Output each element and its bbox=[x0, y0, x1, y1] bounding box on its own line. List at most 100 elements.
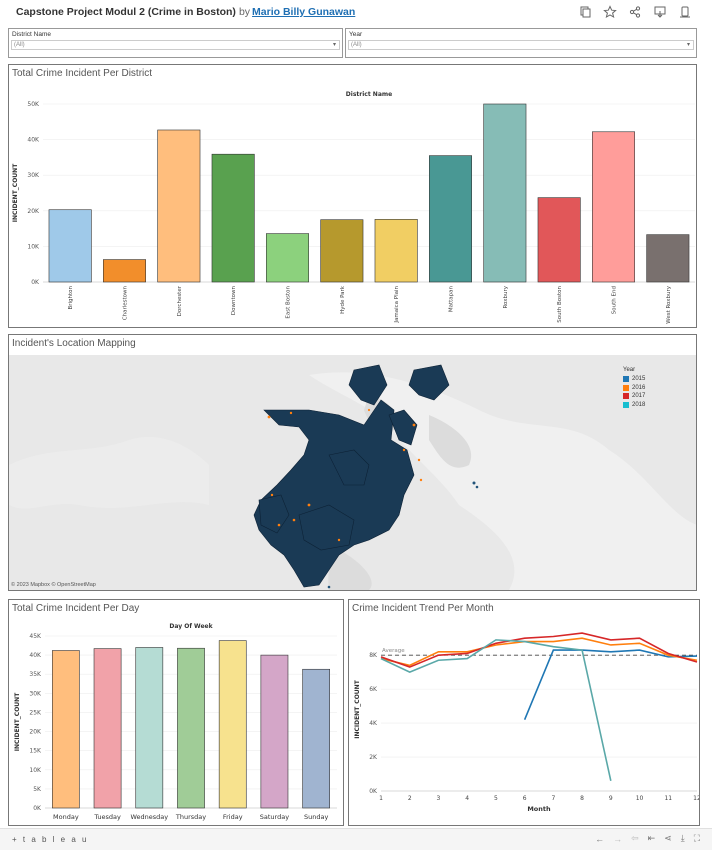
bar-brighton bbox=[48, 209, 92, 283]
x-tick-label: Dorchester bbox=[177, 285, 183, 316]
chart-header-label: Day Of Week bbox=[169, 623, 213, 630]
district-bar-chart: District Name INCIDENT_COUNT 0K 10K 20K 30K 40… bbox=[12, 91, 695, 324]
author-link[interactable]: Mario Billy Gunawan bbox=[252, 6, 356, 18]
dashboard-header: Capstone Project Modul 2 (Crime in Bosto… bbox=[0, 0, 712, 26]
bar-dorchester bbox=[157, 129, 201, 283]
download-icon[interactable] bbox=[653, 5, 667, 19]
legend-swatch bbox=[623, 401, 629, 408]
y-tick-label: 0K bbox=[369, 788, 378, 795]
y-tick-label: 40K bbox=[27, 137, 40, 144]
bar-monday bbox=[51, 650, 80, 809]
dashboard-title: Capstone Project Modul 2 (Crime in Bosto… bbox=[16, 6, 355, 18]
x-tick-label: Saturday bbox=[260, 813, 289, 821]
revert-icon[interactable]: ⇦ bbox=[631, 833, 639, 843]
day-panel-title: Total Crime Incident Per Day bbox=[12, 603, 140, 614]
legend-swatch bbox=[623, 376, 629, 383]
year-filter[interactable]: Year (All) ▾ bbox=[345, 28, 697, 58]
x-tick-label: Jamaica Plain bbox=[394, 285, 400, 323]
tableau-logo[interactable]: + t a b l e a u bbox=[12, 835, 89, 844]
x-tick-label: 11 bbox=[664, 795, 672, 802]
share-icon[interactable]: ⋖ bbox=[664, 833, 672, 843]
x-tick-label: Thursday bbox=[175, 813, 206, 821]
map-svg bbox=[9, 355, 696, 590]
y-tick-label: 50K bbox=[27, 101, 40, 108]
series-line-1 bbox=[380, 637, 698, 667]
device-icon[interactable] bbox=[678, 5, 692, 19]
y-tick-label: 25K bbox=[29, 709, 42, 716]
bar-charlestown bbox=[103, 259, 146, 283]
legend-item-2015[interactable]: 2015 bbox=[623, 375, 645, 384]
x-tick-label: 12 bbox=[693, 795, 699, 802]
bar-tuesday bbox=[93, 648, 122, 809]
bar-wednesday bbox=[135, 647, 164, 809]
bar-roxbury bbox=[483, 103, 527, 283]
x-tick-label: Friday bbox=[223, 813, 243, 821]
y-tick-label: 5K bbox=[33, 786, 42, 793]
y-tick-label: 20K bbox=[27, 208, 40, 215]
legend-label: 2015 bbox=[632, 376, 646, 383]
incident-points-orange bbox=[267, 408, 423, 542]
redo-icon[interactable]: → bbox=[613, 833, 623, 844]
x-tick-label: 6 bbox=[523, 795, 527, 802]
y-axis-title: INCIDENT_COUNT bbox=[354, 679, 361, 738]
star-icon[interactable] bbox=[603, 5, 617, 19]
year-filter-value: (All) bbox=[351, 42, 362, 48]
incident-clusters bbox=[253, 364, 450, 588]
undo-icon[interactable]: ← bbox=[595, 833, 605, 844]
month-panel: Crime Incident Trend Per Month INCIDENT_… bbox=[348, 599, 700, 826]
x-tick-label: 2 bbox=[408, 795, 412, 802]
month-panel-title: Crime Incident Trend Per Month bbox=[352, 603, 494, 614]
x-tick-label: Mattapan bbox=[449, 285, 455, 312]
footer-toolbar: ← → ⇦ ⇤ ⋖ ⤓ ⛶ bbox=[595, 833, 700, 844]
district-filter-value: (All) bbox=[14, 42, 25, 48]
bar-friday bbox=[218, 640, 247, 809]
header-toolbar bbox=[578, 5, 692, 19]
y-tick-label: 2K bbox=[369, 754, 378, 761]
download-icon[interactable]: ⤓ bbox=[680, 833, 685, 843]
district-panel: Total Crime Incident Per District Distri… bbox=[8, 64, 697, 328]
y-tick-label: 8K bbox=[369, 652, 378, 659]
bar-downtown bbox=[211, 153, 255, 283]
x-tick-label: East Boston bbox=[286, 285, 292, 318]
x-tick-label: Roxbury bbox=[503, 285, 509, 308]
year-filter-select[interactable]: (All) ▾ bbox=[348, 40, 694, 50]
x-tick-label: 8 bbox=[580, 795, 584, 802]
share-icon[interactable] bbox=[628, 5, 642, 19]
bar-hyde-park bbox=[320, 219, 364, 283]
map-canvas[interactable] bbox=[9, 355, 696, 590]
district-panel-title: Total Crime Incident Per District bbox=[12, 68, 153, 79]
district-filter-select[interactable]: (All) ▾ bbox=[11, 40, 340, 50]
bar-east-boston bbox=[266, 233, 309, 283]
y-tick-label: 20K bbox=[29, 729, 42, 736]
chevron-down-icon: ▾ bbox=[686, 42, 690, 48]
x-tick-label: West Roxbury bbox=[666, 285, 672, 324]
month-line-chart: INCIDENT_COUNT0K2K4K6K8K123456789101112M… bbox=[354, 632, 699, 813]
map-legend: Year 2015 2016 2017 2018 bbox=[623, 367, 645, 409]
map-attribution[interactable]: © 2023 Mapbox © OpenStreetMap bbox=[11, 582, 96, 588]
x-tick-label: 7 bbox=[551, 795, 555, 802]
bar-south-end bbox=[592, 131, 635, 283]
legend-item-2016[interactable]: 2016 bbox=[623, 384, 645, 393]
series-line-0 bbox=[523, 649, 698, 720]
bar-sunday bbox=[302, 668, 331, 809]
y-tick-label: 15K bbox=[29, 748, 42, 755]
year-filter-label: Year bbox=[349, 31, 363, 38]
legend-swatch bbox=[623, 393, 629, 400]
legend-label: 2018 bbox=[632, 401, 646, 408]
bar-south-boston bbox=[537, 197, 581, 283]
x-tick-label: Sunday bbox=[304, 813, 328, 821]
reset-icon[interactable]: ⇤ bbox=[647, 833, 656, 843]
copy-icon[interactable] bbox=[578, 5, 592, 19]
x-tick-label: Downtown bbox=[231, 285, 237, 315]
bar-mattapan bbox=[429, 155, 472, 283]
legend-item-2018[interactable]: 2018 bbox=[623, 401, 645, 410]
y-tick-label: 6K bbox=[369, 686, 378, 693]
x-tick-label: Hyde Park bbox=[340, 285, 346, 314]
fullscreen-icon[interactable]: ⛶ bbox=[693, 833, 700, 843]
map-panel: Incident's Location Mapping bbox=[8, 334, 697, 591]
legend-item-2017[interactable]: 2017 bbox=[623, 392, 645, 401]
bar-west-roxbury bbox=[646, 234, 690, 283]
bar-thursday bbox=[177, 647, 205, 809]
district-filter[interactable]: District Name (All) ▾ bbox=[8, 28, 343, 58]
y-axis-title: INCIDENT_COUNT bbox=[12, 163, 19, 222]
